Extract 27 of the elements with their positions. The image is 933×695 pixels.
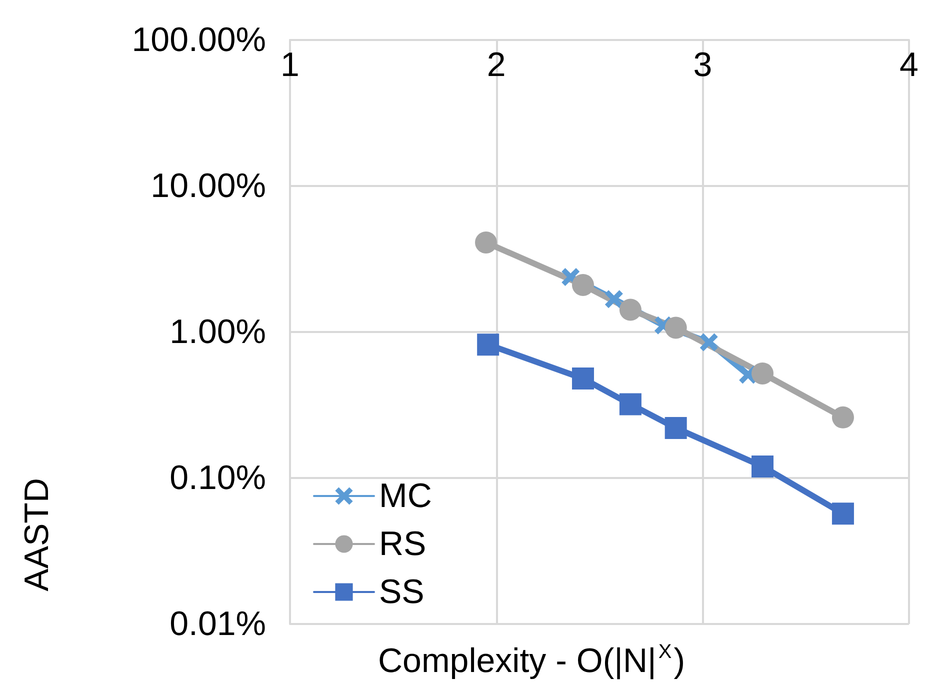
point [619,393,642,416]
y-tick-label: 0.01% [170,605,266,643]
legend-label: SS [379,573,424,611]
point [664,316,687,339]
point [832,406,854,428]
point [700,333,718,352]
point [832,502,854,525]
legend-label: RS [379,525,426,563]
point [752,455,774,478]
y-tick-label: 100.00% [132,21,266,59]
x-tick-label: 3 [693,46,712,84]
x-tick-label: 2 [486,46,506,84]
point [477,334,500,356]
point [475,232,498,254]
y-tick-label: 1.00% [170,313,266,351]
x-tick-label: 1 [280,46,300,84]
point [572,368,594,390]
point [752,362,774,384]
point [572,274,594,296]
y-tick-label: 0.10% [170,459,266,497]
legend-label: MC [379,477,432,515]
x-tick-label: 4 [900,46,918,84]
y-tick-label: 10.00% [150,167,266,205]
point [604,290,623,308]
y-axis-title: AASTD [18,478,56,592]
point [619,298,642,321]
point [664,417,687,440]
